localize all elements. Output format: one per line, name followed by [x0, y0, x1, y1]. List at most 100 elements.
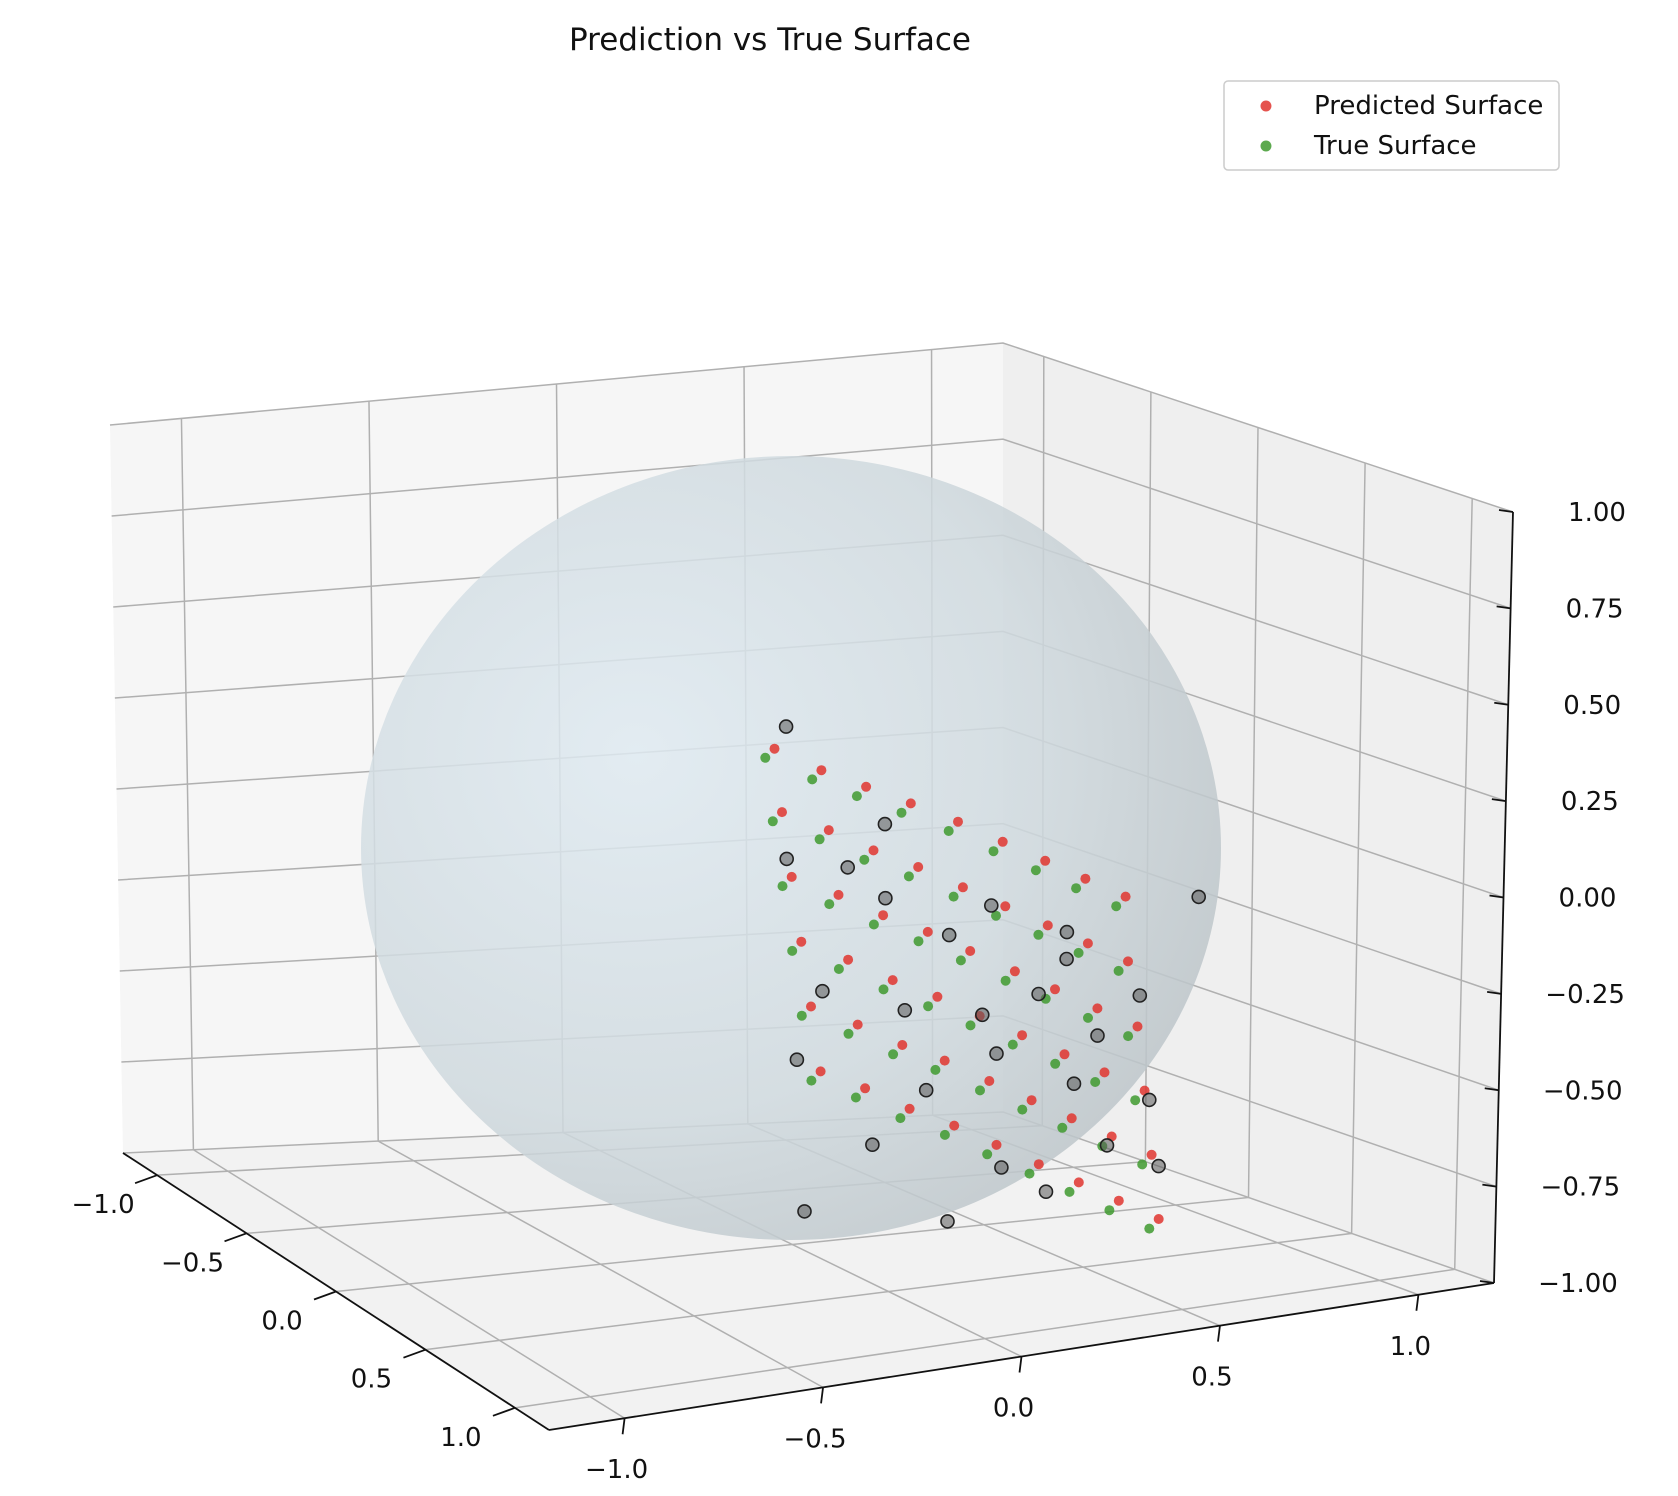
true-point — [943, 826, 954, 836]
predicted-point — [913, 862, 924, 872]
predicted-point — [1113, 1195, 1124, 1206]
reference-point — [1031, 986, 1046, 1002]
scatter-points — [760, 719, 1206, 1234]
predicted-point — [816, 765, 827, 776]
z-tick — [1496, 605, 1511, 610]
predicted-point — [786, 871, 797, 882]
reference-point — [989, 1046, 1004, 1061]
predicted-point — [1082, 938, 1093, 949]
predicted-point — [796, 936, 807, 947]
true-point — [760, 752, 771, 763]
z-tick-label: 1.00 — [1568, 498, 1626, 528]
reference-point — [1059, 951, 1074, 967]
legend-marker-predicted — [1260, 100, 1272, 112]
predicted-point — [1040, 855, 1051, 866]
predicted-point — [777, 807, 787, 818]
reference-point — [865, 1137, 880, 1152]
predicted-point — [1153, 1214, 1164, 1224]
predicted-point — [1073, 1177, 1084, 1188]
reference-point — [1191, 889, 1206, 905]
true-point — [1104, 1205, 1115, 1216]
true-point — [796, 1010, 807, 1021]
predicted-point — [953, 816, 963, 827]
x-tick — [403, 1348, 426, 1359]
true-point — [868, 919, 879, 930]
reference-point — [940, 1214, 955, 1229]
reference-point — [1059, 924, 1075, 940]
z-tick-label: −1.00 — [1538, 1269, 1618, 1299]
reference-point — [778, 719, 794, 734]
true-point — [1000, 975, 1011, 986]
reference-point — [877, 816, 893, 832]
predicted-point — [1017, 1030, 1028, 1041]
true-point — [903, 871, 914, 882]
x-tick — [313, 1290, 337, 1301]
y-tick-label: −1.0 — [585, 1455, 648, 1485]
reference-point — [789, 1052, 805, 1067]
x-tick — [492, 1406, 516, 1417]
z-tick — [1494, 701, 1509, 706]
predicted-point — [939, 1055, 950, 1066]
true-point — [807, 774, 818, 785]
true-point — [1144, 1223, 1155, 1234]
y-tick — [621, 1418, 626, 1435]
true-point — [1083, 1012, 1093, 1023]
z-tick — [1491, 798, 1507, 803]
y-tick — [820, 1387, 824, 1404]
y-tick — [1415, 1294, 1420, 1311]
true-point — [1057, 1122, 1068, 1133]
predicted-point — [1120, 891, 1131, 902]
true-point — [1033, 929, 1044, 940]
legend: Predicted Surface True Surface — [1223, 80, 1560, 171]
reference-point — [1038, 1184, 1054, 1199]
true-point — [1111, 901, 1122, 912]
true-point — [806, 1075, 817, 1086]
reference-point — [1090, 1028, 1105, 1043]
reference-point — [779, 851, 795, 867]
z-tick-label: 0.75 — [1566, 594, 1624, 624]
predicted-point — [769, 743, 780, 754]
x-tick-label: 0.0 — [261, 1307, 302, 1337]
true-point — [896, 807, 907, 818]
true-point — [1007, 1039, 1018, 1050]
true-point — [1123, 1031, 1134, 1042]
predicted-point — [1099, 1067, 1110, 1078]
true-point — [1017, 1104, 1028, 1115]
z-tick — [1484, 1087, 1499, 1092]
x-tick-label: 1.0 — [440, 1423, 481, 1453]
true-point — [1050, 1058, 1061, 1069]
reference-point — [1151, 1158, 1166, 1174]
z-tick-label: −0.75 — [1541, 1173, 1621, 1203]
reference-point — [1099, 1138, 1115, 1153]
z-tick-label: −0.25 — [1545, 980, 1625, 1010]
legend-marker-true — [1260, 140, 1272, 152]
true-point — [824, 899, 835, 910]
reference-point — [878, 890, 893, 906]
predicted-point — [1000, 901, 1011, 912]
predicted-point — [1123, 956, 1133, 967]
predicted-point — [878, 910, 889, 921]
true-point — [833, 964, 844, 974]
x-tick-label: −0.5 — [161, 1248, 224, 1278]
reference-point — [983, 898, 999, 913]
y-tick — [1217, 1325, 1221, 1342]
predicted-point — [1050, 984, 1060, 995]
y-tick — [1018, 1356, 1023, 1373]
x-tick-label: −1.0 — [72, 1190, 135, 1220]
true-point — [1090, 1077, 1101, 1087]
true-point — [878, 984, 889, 995]
predicted-point — [904, 1103, 915, 1114]
y-gridline — [180, 418, 625, 1419]
x-gridline — [425, 462, 1366, 1351]
z-tick — [1482, 1183, 1497, 1188]
reference-point — [994, 1160, 1009, 1175]
reference-point — [897, 1002, 913, 1018]
true-point — [895, 1113, 906, 1124]
predicted-point — [823, 825, 834, 836]
legend-label-predicted: Predicted Surface — [1314, 91, 1543, 121]
chart-title: Prediction vs True Surface — [569, 22, 971, 58]
true-point — [888, 1049, 899, 1060]
predicted-point — [991, 1139, 1002, 1150]
predicted-point — [1132, 1021, 1143, 1032]
y-tick-label: 0.5 — [1191, 1363, 1232, 1393]
